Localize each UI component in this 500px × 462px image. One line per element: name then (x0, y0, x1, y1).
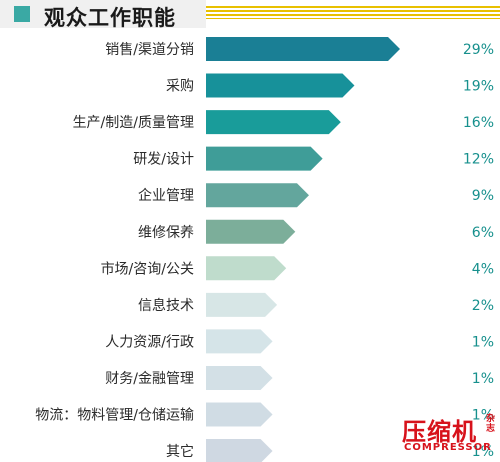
publisher-watermark: 压缩机 杂志 COMPRESSOR (402, 412, 498, 460)
bar-0 (206, 37, 400, 61)
bar-1 (206, 73, 355, 98)
bar-7 (206, 292, 278, 317)
value-label-3: 12% (463, 152, 494, 168)
value-label-8: 1% (472, 334, 494, 350)
chart-title: 观众工作职能 (44, 6, 176, 30)
value-label-9: 1% (472, 371, 494, 387)
value-label-6: 4% (472, 261, 494, 277)
value-label-11: 1% (472, 444, 494, 460)
value-label-4: 9% (472, 188, 494, 204)
category-label-0: 销售/渠道分销 (105, 42, 194, 58)
category-label-8: 人力资源/行政 (105, 334, 194, 350)
watermark-sub: COMPRESSOR (404, 442, 492, 453)
value-label-7: 2% (472, 298, 494, 314)
category-label-7: 信息技术 (138, 297, 194, 314)
category-label-1: 采购 (166, 79, 194, 95)
category-label-9: 财务/金融管理 (105, 371, 194, 387)
bar-5 (206, 219, 296, 244)
bar-6 (206, 256, 287, 281)
chart-header: 观众工作职能 (0, 0, 500, 30)
value-label-1: 19% (463, 79, 494, 95)
category-label-2: 生产/制造/质量管理 (73, 115, 194, 131)
category-label-5: 维修保养 (138, 225, 194, 241)
bar-9 (206, 365, 273, 390)
header-tab (0, 0, 206, 28)
bar-8 (206, 329, 273, 354)
category-label-3: 研发/设计 (133, 152, 194, 168)
bar-3 (206, 146, 323, 171)
category-label-10: 物流：物料管理/仓储运输 (35, 408, 194, 424)
value-label-10: 1% (472, 408, 494, 424)
category-label-4: 企业管理 (138, 187, 194, 204)
value-label-2: 16% (463, 115, 494, 131)
bar-4 (206, 183, 309, 208)
value-label-0: 29% (463, 42, 494, 58)
category-label-11: 其它 (166, 443, 194, 460)
bar-2 (206, 110, 341, 135)
watermark-side: 杂志 (486, 414, 496, 434)
value-label-5: 6% (472, 225, 494, 241)
category-label-6: 市场/咨询/公关 (101, 260, 194, 277)
header-rule (206, 6, 500, 19)
bar-11 (206, 439, 273, 462)
bar-10 (206, 402, 273, 427)
header-marker (14, 6, 30, 22)
watermark-main: 压缩机 (402, 418, 477, 446)
